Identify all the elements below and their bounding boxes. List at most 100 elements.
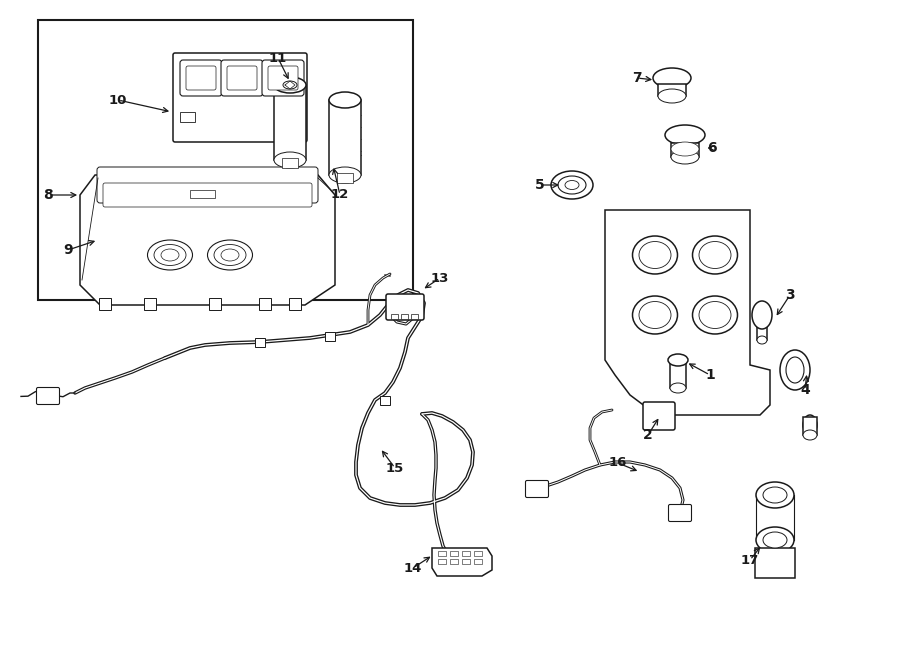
Ellipse shape: [558, 176, 586, 194]
Ellipse shape: [752, 301, 772, 329]
Ellipse shape: [221, 249, 239, 261]
Ellipse shape: [633, 236, 678, 274]
Bar: [329, 100, 361, 175]
Text: 4: 4: [800, 383, 810, 397]
Ellipse shape: [653, 68, 691, 88]
Ellipse shape: [274, 77, 306, 93]
Text: 17: 17: [741, 553, 759, 566]
Ellipse shape: [780, 350, 810, 390]
FancyBboxPatch shape: [186, 66, 216, 90]
Text: 6: 6: [707, 141, 716, 155]
Text: 11: 11: [269, 52, 287, 65]
Polygon shape: [605, 210, 770, 415]
Ellipse shape: [756, 527, 794, 553]
Bar: [325, 332, 335, 341]
Bar: [474, 559, 482, 564]
Ellipse shape: [214, 245, 246, 266]
Ellipse shape: [633, 296, 678, 334]
Bar: [282, 158, 298, 168]
Bar: [255, 338, 265, 347]
Ellipse shape: [763, 487, 787, 503]
Ellipse shape: [699, 301, 731, 329]
FancyBboxPatch shape: [221, 60, 263, 96]
Bar: [474, 551, 482, 556]
Ellipse shape: [565, 180, 579, 190]
FancyBboxPatch shape: [526, 481, 548, 498]
Ellipse shape: [161, 249, 179, 261]
Text: 5: 5: [536, 178, 544, 192]
Ellipse shape: [639, 241, 671, 268]
Text: 2: 2: [644, 428, 652, 442]
Ellipse shape: [803, 415, 817, 435]
Ellipse shape: [670, 383, 686, 393]
Bar: [671, 143, 699, 157]
Ellipse shape: [803, 430, 817, 440]
FancyBboxPatch shape: [103, 183, 312, 207]
Bar: [803, 417, 817, 435]
Bar: [670, 360, 686, 388]
Ellipse shape: [639, 301, 671, 329]
Ellipse shape: [786, 357, 804, 383]
Text: 10: 10: [109, 93, 127, 106]
Ellipse shape: [692, 296, 737, 334]
Polygon shape: [80, 175, 335, 305]
Text: 1: 1: [705, 368, 715, 382]
Bar: [462, 551, 470, 556]
Bar: [755, 548, 795, 578]
FancyBboxPatch shape: [37, 387, 59, 405]
FancyBboxPatch shape: [262, 60, 304, 96]
FancyBboxPatch shape: [386, 294, 424, 320]
Ellipse shape: [692, 236, 737, 274]
Bar: [450, 551, 458, 556]
Ellipse shape: [668, 354, 688, 366]
Ellipse shape: [671, 150, 699, 164]
Text: 8: 8: [43, 188, 53, 202]
FancyBboxPatch shape: [227, 66, 257, 90]
Text: 3: 3: [785, 288, 795, 302]
Bar: [401, 314, 408, 319]
Ellipse shape: [154, 245, 186, 266]
Ellipse shape: [763, 532, 787, 548]
Ellipse shape: [699, 241, 731, 268]
Bar: [380, 396, 390, 405]
Text: 9: 9: [63, 243, 73, 257]
Bar: [757, 318, 767, 340]
Text: 12: 12: [331, 188, 349, 202]
Bar: [438, 559, 446, 564]
FancyBboxPatch shape: [643, 402, 675, 430]
Bar: [144, 298, 156, 310]
Bar: [99, 298, 111, 310]
Ellipse shape: [658, 89, 686, 103]
Ellipse shape: [329, 92, 361, 108]
Bar: [450, 559, 458, 564]
Ellipse shape: [283, 81, 297, 89]
Bar: [337, 173, 353, 183]
Bar: [180, 112, 195, 122]
Ellipse shape: [208, 240, 253, 270]
Text: 16: 16: [608, 457, 627, 469]
Bar: [289, 298, 301, 310]
Text: 15: 15: [386, 461, 404, 475]
FancyBboxPatch shape: [173, 53, 307, 142]
FancyBboxPatch shape: [268, 66, 298, 90]
Ellipse shape: [148, 240, 193, 270]
Ellipse shape: [757, 336, 767, 344]
Bar: [38, 20, 413, 300]
Ellipse shape: [551, 171, 593, 199]
Ellipse shape: [671, 142, 699, 156]
Bar: [391, 314, 398, 319]
FancyBboxPatch shape: [97, 167, 318, 203]
Bar: [438, 551, 446, 556]
Polygon shape: [432, 548, 492, 576]
Ellipse shape: [756, 482, 794, 508]
Bar: [411, 314, 418, 319]
FancyBboxPatch shape: [180, 60, 222, 96]
Text: 14: 14: [404, 561, 422, 574]
Bar: [658, 84, 686, 96]
Bar: [259, 298, 271, 310]
Text: 13: 13: [431, 272, 449, 284]
FancyBboxPatch shape: [669, 504, 691, 522]
Ellipse shape: [665, 125, 705, 145]
Bar: [190, 190, 215, 198]
Text: 7: 7: [632, 71, 642, 85]
